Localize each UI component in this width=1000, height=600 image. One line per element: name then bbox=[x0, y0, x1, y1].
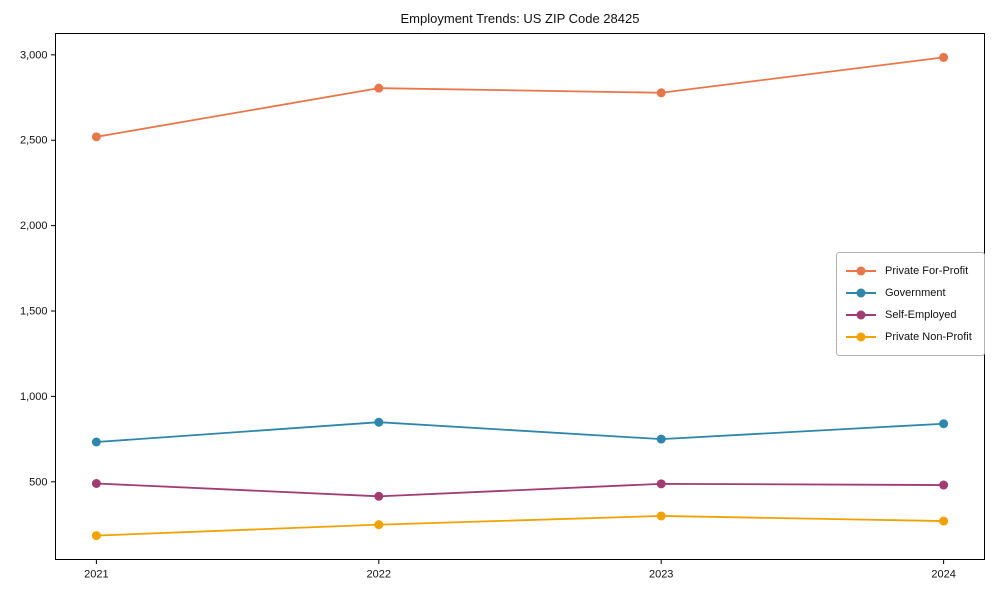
dot-icon bbox=[856, 310, 866, 320]
legend-item-self-employed: Self-Employed bbox=[846, 304, 975, 326]
data-point-marker bbox=[91, 479, 101, 489]
data-point-marker bbox=[656, 88, 666, 98]
data-point-marker bbox=[656, 434, 666, 444]
dot-icon bbox=[856, 332, 866, 342]
y-tick-label: 500 bbox=[29, 476, 47, 488]
data-point-marker bbox=[91, 531, 101, 541]
legend: Private For-Profit Government Self-Emplo… bbox=[836, 252, 985, 356]
data-point-marker bbox=[656, 479, 666, 489]
y-tick-label: 2,500 bbox=[20, 135, 48, 147]
legend-label: Private For-Profit bbox=[885, 265, 969, 277]
data-point-marker bbox=[374, 417, 384, 427]
data-point-marker bbox=[374, 520, 384, 530]
y-tick-label: 3,000 bbox=[20, 49, 48, 61]
data-point-marker bbox=[939, 516, 949, 526]
data-point-marker bbox=[374, 83, 384, 93]
legend-label: Private Non-Profit bbox=[885, 331, 972, 343]
series-line bbox=[96, 421, 944, 443]
line-marker-icon bbox=[846, 332, 876, 342]
data-point-marker bbox=[374, 491, 384, 501]
legend-label: Government bbox=[885, 287, 946, 299]
data-point-marker bbox=[656, 511, 666, 521]
x-tick-label: 2023 bbox=[649, 569, 673, 581]
series-line bbox=[96, 515, 944, 537]
x-tick-label: 2021 bbox=[84, 569, 108, 581]
series-line bbox=[96, 56, 944, 138]
x-tick-label: 2022 bbox=[367, 569, 391, 581]
data-point-marker bbox=[939, 52, 949, 62]
data-point-marker bbox=[91, 132, 101, 142]
chart-title: Employment Trends: US ZIP Code 28425 bbox=[400, 11, 640, 26]
y-tick-label: 1,000 bbox=[20, 391, 48, 403]
legend-item-private-for-profit: Private For-Profit bbox=[846, 260, 975, 282]
dot-icon bbox=[856, 266, 866, 276]
line-marker-icon bbox=[846, 288, 876, 298]
legend-item-private-non-profit: Private Non-Profit bbox=[846, 326, 975, 348]
line-marker-icon bbox=[846, 266, 876, 276]
x-tick-label: 2024 bbox=[931, 569, 955, 581]
y-tick-label: 2,000 bbox=[20, 220, 48, 232]
y-tick-label: 1,500 bbox=[20, 306, 48, 318]
dot-icon bbox=[856, 288, 866, 298]
data-point-marker bbox=[939, 480, 949, 490]
legend-label: Self-Employed bbox=[885, 309, 957, 321]
legend-item-government: Government bbox=[846, 282, 975, 304]
data-point-marker bbox=[91, 437, 101, 447]
series-line bbox=[96, 482, 944, 498]
line-marker-icon bbox=[846, 310, 876, 320]
data-point-marker bbox=[939, 419, 949, 429]
